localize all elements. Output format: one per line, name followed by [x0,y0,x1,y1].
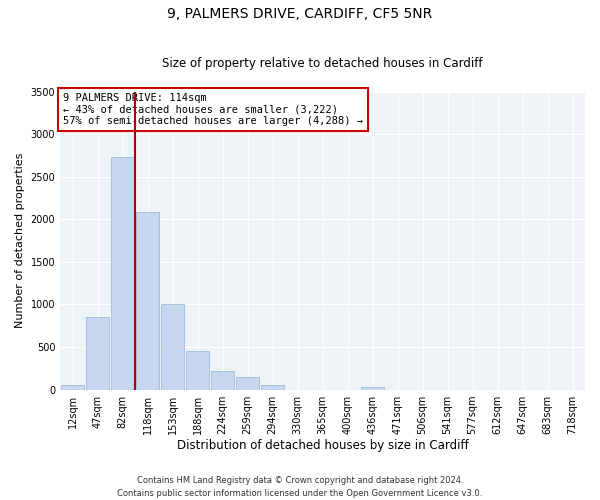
Bar [161,304,184,390]
Text: 9 PALMERS DRIVE: 114sqm
← 43% of detached houses are smaller (3,222)
57% of semi: 9 PALMERS DRIVE: 114sqm ← 43% of detache… [63,93,363,126]
Bar [211,372,234,390]
Bar [136,212,159,390]
Text: Contains HM Land Registry data © Crown copyright and database right 2024.
Contai: Contains HM Land Registry data © Crown c… [118,476,482,498]
Y-axis label: Number of detached properties: Number of detached properties [15,153,25,328]
Title: Size of property relative to detached houses in Cardiff: Size of property relative to detached ho… [163,56,483,70]
Bar [236,377,259,390]
Bar [361,388,384,390]
Text: 9, PALMERS DRIVE, CARDIFF, CF5 5NR: 9, PALMERS DRIVE, CARDIFF, CF5 5NR [167,8,433,22]
Bar [111,157,134,390]
Bar [86,317,109,390]
Bar [61,385,84,390]
Bar [186,351,209,390]
Bar [261,385,284,390]
X-axis label: Distribution of detached houses by size in Cardiff: Distribution of detached houses by size … [177,440,469,452]
